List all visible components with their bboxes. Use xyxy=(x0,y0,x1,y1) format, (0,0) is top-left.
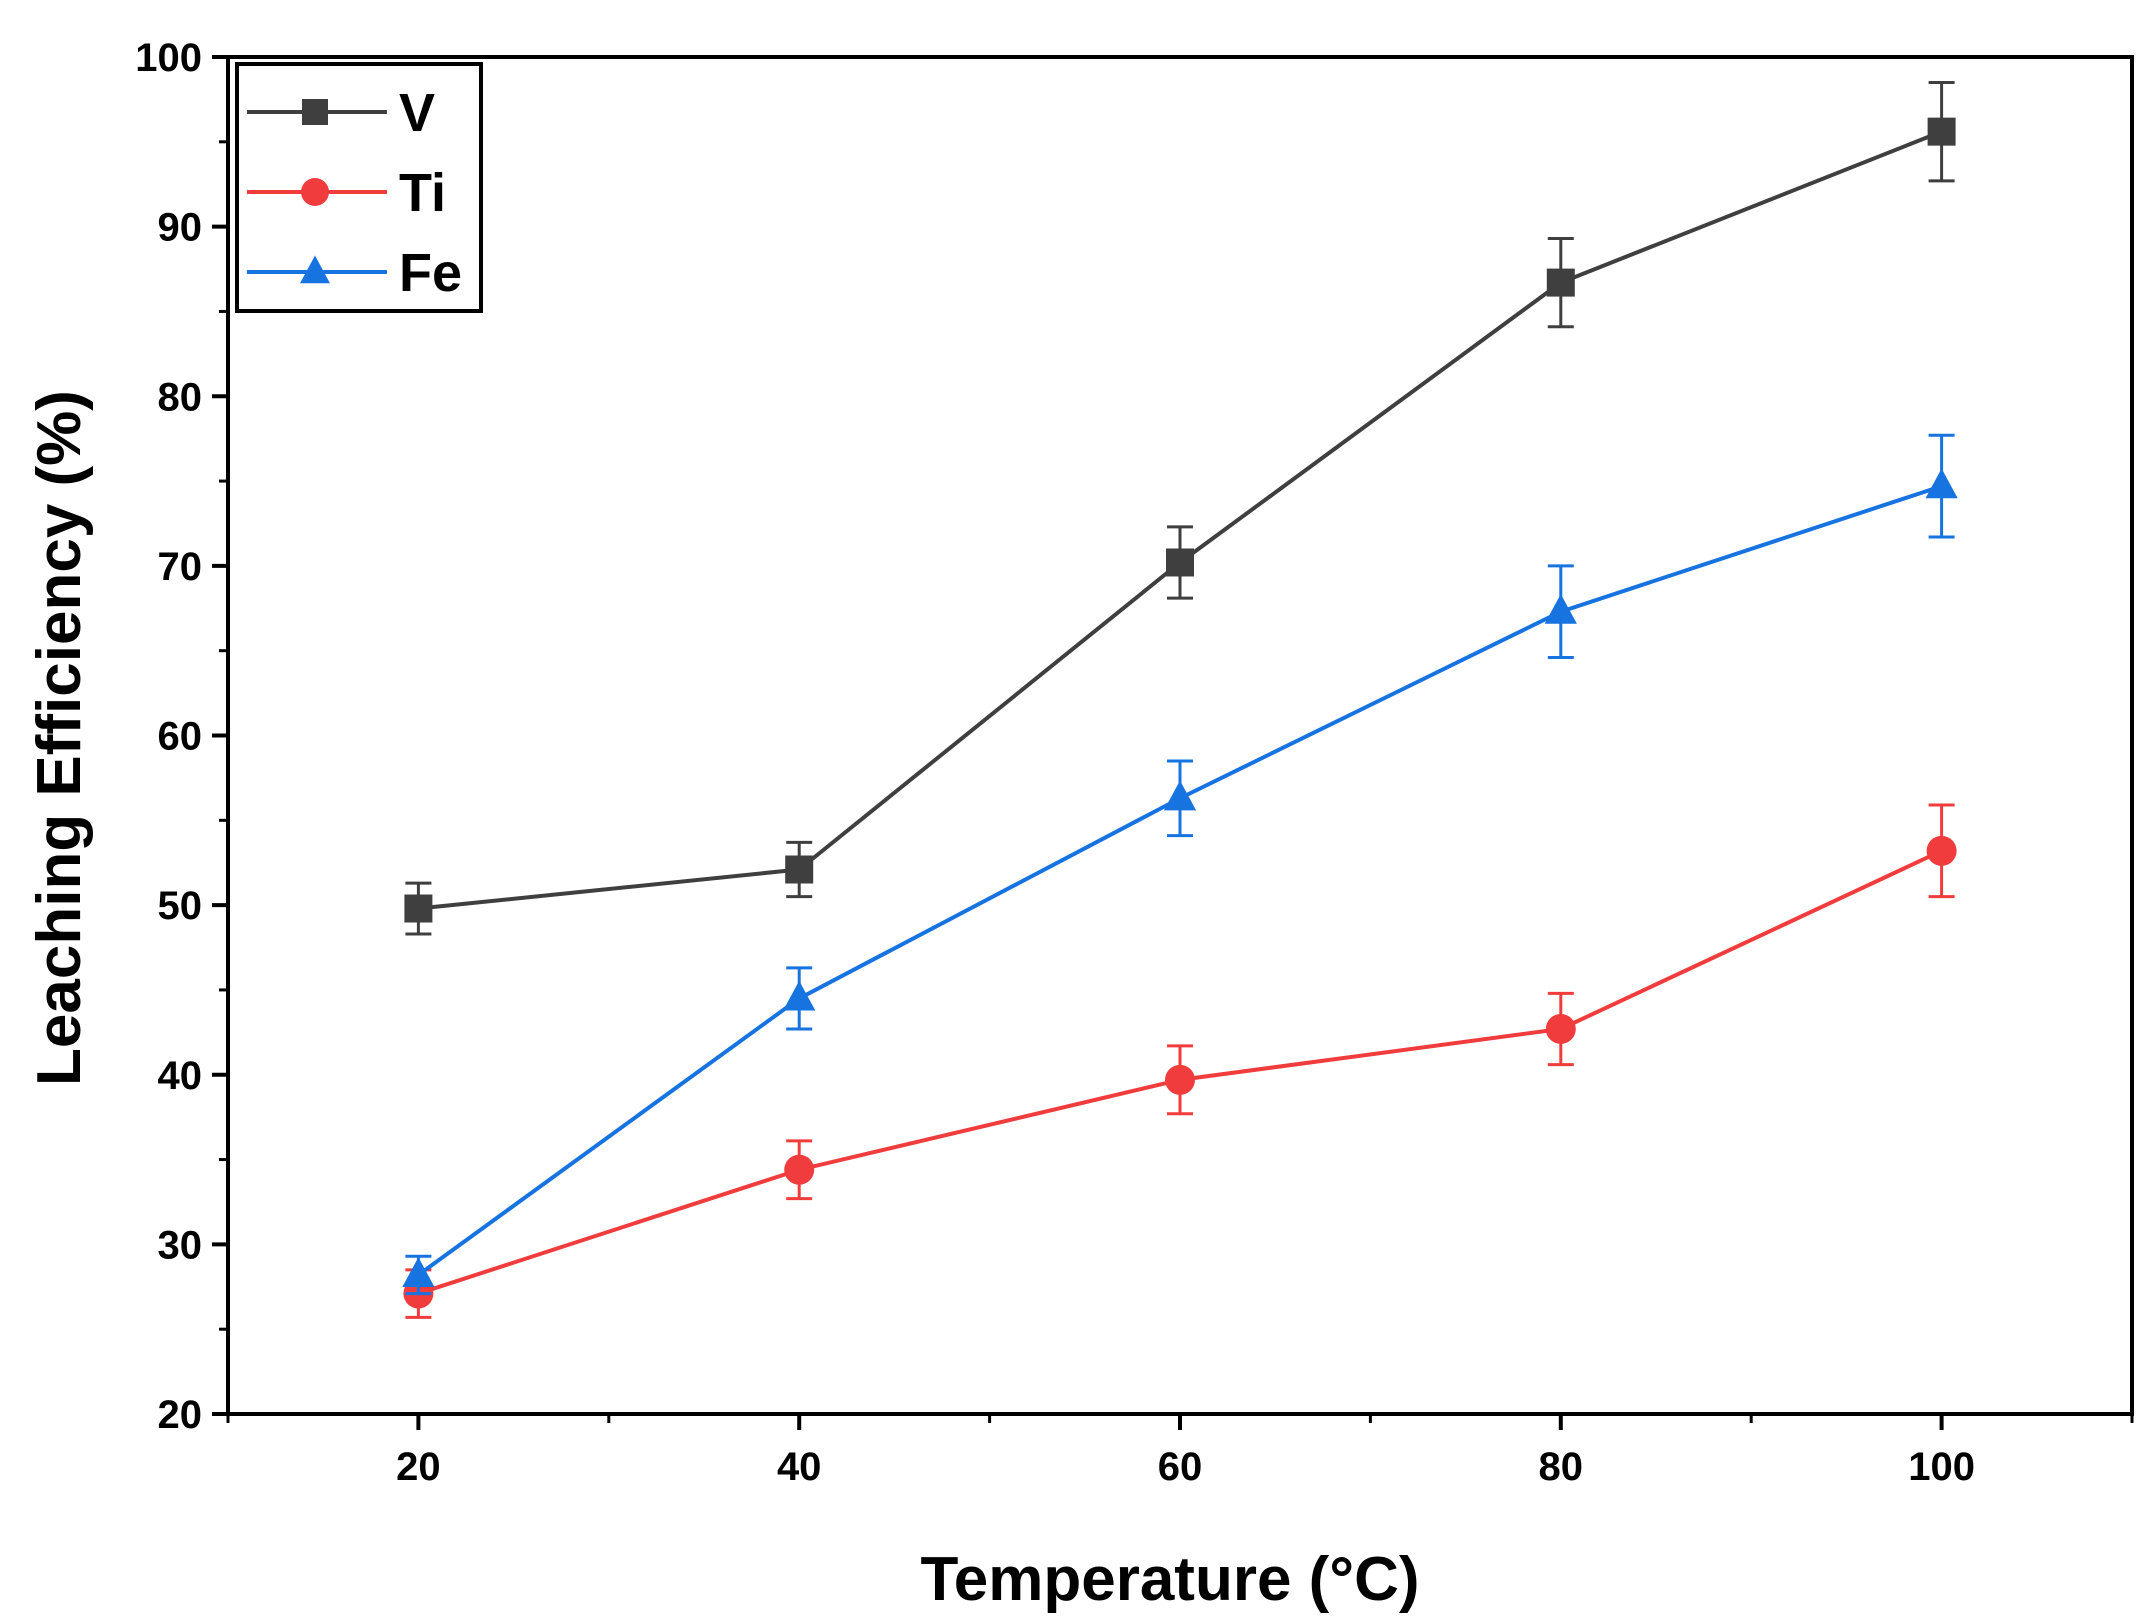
series-v xyxy=(404,80,1956,936)
y-tick-label-20: 20 xyxy=(158,1393,203,1437)
legend-marker-ti xyxy=(301,178,329,206)
x-tick-label-80: 80 xyxy=(1539,1445,1584,1489)
legend-label-ti: Ti xyxy=(399,163,446,223)
data-point-fe-20 xyxy=(402,1257,435,1287)
axes: 20 30 40 50 60 70 80 90 100 20 40 60 80 100 xyxy=(135,36,2134,1489)
data-point-v-80 xyxy=(1546,268,1575,297)
y-tick-label-50: 50 xyxy=(158,884,203,928)
data-point-fe-40 xyxy=(783,980,816,1011)
data-point-fe-60 xyxy=(1163,780,1197,811)
y-tick-label-100: 100 xyxy=(135,36,202,80)
legend-label-fe: Fe xyxy=(399,243,462,303)
y-tick-label-80: 80 xyxy=(158,375,203,419)
y-tick-label-40: 40 xyxy=(158,1054,203,1098)
legend-marker-v xyxy=(302,99,328,125)
data-point-ti-100 xyxy=(1926,835,1957,866)
data-point-v-100 xyxy=(1927,117,1956,146)
legend-item-fe: Fe xyxy=(247,243,462,303)
data-point-ti-40 xyxy=(784,1154,815,1185)
y-tick-label-90: 90 xyxy=(158,206,203,250)
data-point-v-20 xyxy=(404,894,433,923)
x-tick-label-20: 20 xyxy=(396,1445,441,1489)
legend-marker-fe xyxy=(300,255,330,284)
plot-area xyxy=(402,80,1958,1319)
x-tick-label-100: 100 xyxy=(1908,1445,1975,1489)
data-point-v-60 xyxy=(1166,548,1194,577)
x-tick-label-60: 60 xyxy=(1158,1445,1203,1489)
y-tick-label-60: 60 xyxy=(158,715,203,759)
legend-label-v: V xyxy=(399,83,435,143)
data-point-v-40 xyxy=(785,855,814,884)
y-tick-label-70: 70 xyxy=(158,545,203,589)
legend: V Ti Fe xyxy=(235,62,483,313)
x-axis-title: Temperature (°C) xyxy=(920,1545,1419,1614)
legend-item-v: V xyxy=(247,83,435,143)
data-point-fe-80 xyxy=(1544,593,1577,624)
y-tick-label-30: 30 xyxy=(158,1223,203,1267)
x-tick-label-40: 40 xyxy=(777,1445,822,1489)
data-point-ti-60 xyxy=(1165,1064,1195,1095)
data-point-ti-80 xyxy=(1545,1013,1576,1044)
y-axis-title: Leaching Efficiency (%) xyxy=(25,390,94,1086)
legend-box xyxy=(235,62,483,313)
series-fe xyxy=(402,433,1958,1296)
legend-item-ti: Ti xyxy=(247,163,446,223)
data-point-fe-100 xyxy=(1925,468,1958,499)
